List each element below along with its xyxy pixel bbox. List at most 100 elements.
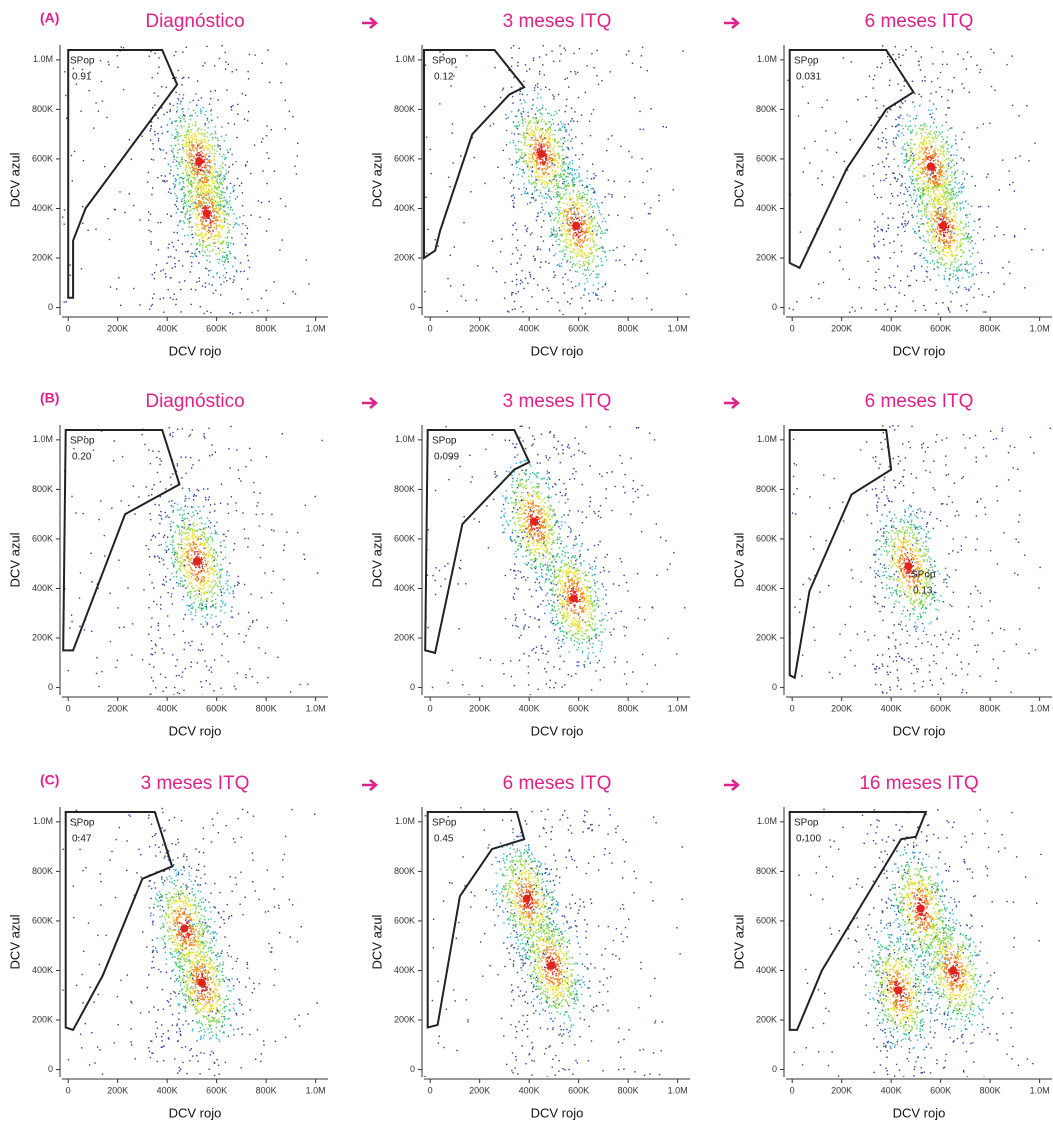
event-dot bbox=[204, 241, 205, 242]
event-dot bbox=[942, 64, 943, 65]
event-dot bbox=[588, 293, 589, 294]
event-dot bbox=[553, 271, 554, 272]
event-dot bbox=[230, 207, 231, 208]
event-dot bbox=[492, 241, 493, 242]
event-dot bbox=[579, 219, 580, 220]
event-dot bbox=[893, 173, 894, 174]
event-dot bbox=[178, 132, 179, 133]
event-dot bbox=[156, 264, 157, 265]
event-dot bbox=[226, 89, 227, 90]
event-dot bbox=[183, 203, 184, 204]
event-dot bbox=[884, 287, 885, 288]
event-dot bbox=[573, 248, 574, 249]
event-dot bbox=[211, 233, 212, 234]
event-dot bbox=[207, 119, 208, 120]
event-dot bbox=[545, 165, 546, 166]
event-dot bbox=[943, 182, 944, 183]
event-dot bbox=[262, 138, 263, 139]
event-dot bbox=[579, 194, 580, 195]
event-dot bbox=[945, 245, 946, 246]
event-dot bbox=[924, 176, 925, 177]
event-dot bbox=[608, 138, 609, 139]
event-dot bbox=[901, 251, 902, 252]
event-dot bbox=[584, 187, 585, 188]
event-dot bbox=[222, 226, 223, 227]
event-dot bbox=[567, 220, 568, 221]
event-dot bbox=[552, 169, 553, 170]
event-dot bbox=[886, 116, 887, 117]
event-dot bbox=[179, 149, 180, 150]
event-dot bbox=[569, 134, 570, 135]
event-dot bbox=[963, 58, 964, 59]
event-dot bbox=[587, 232, 588, 233]
event-dot bbox=[529, 121, 530, 122]
event-dot bbox=[961, 139, 962, 140]
event-dot bbox=[931, 217, 932, 218]
event-dot bbox=[187, 174, 188, 175]
event-dot bbox=[526, 130, 527, 131]
event-dot bbox=[584, 253, 585, 254]
event-dot bbox=[939, 176, 940, 177]
event-dot bbox=[554, 153, 555, 154]
event-dot bbox=[929, 196, 930, 197]
event-dot bbox=[940, 133, 941, 134]
event-dot bbox=[553, 114, 554, 115]
event-dot bbox=[175, 184, 176, 185]
event-dot bbox=[528, 156, 529, 157]
event-dot bbox=[193, 178, 194, 179]
event-dot bbox=[873, 243, 874, 244]
event-dot bbox=[581, 244, 582, 245]
event-dot bbox=[154, 105, 155, 106]
event-dot bbox=[186, 131, 187, 132]
event-dot bbox=[814, 141, 815, 142]
event-dot bbox=[569, 220, 570, 221]
event-dot bbox=[895, 287, 896, 288]
event-dot bbox=[843, 269, 844, 270]
event-dot bbox=[102, 101, 103, 102]
event-dot bbox=[916, 149, 917, 150]
event-dot bbox=[947, 285, 948, 286]
event-dot bbox=[461, 295, 462, 296]
event-dot bbox=[168, 191, 169, 192]
event-dot bbox=[526, 160, 527, 161]
event-dot bbox=[952, 276, 953, 277]
event-dot bbox=[213, 249, 214, 250]
event-dot bbox=[214, 192, 215, 193]
event-dot bbox=[191, 304, 192, 305]
event-dot bbox=[582, 185, 583, 186]
event-dot bbox=[961, 269, 962, 270]
event-dot bbox=[175, 77, 176, 78]
event-dot bbox=[167, 124, 168, 125]
event-dot bbox=[549, 135, 550, 136]
event-dot bbox=[930, 220, 931, 221]
event-dot bbox=[550, 236, 551, 237]
event-dot bbox=[516, 229, 517, 230]
event-dot bbox=[513, 140, 514, 141]
event-dot bbox=[195, 93, 196, 94]
event-dot bbox=[174, 138, 175, 139]
event-dot bbox=[945, 202, 946, 203]
event-dot bbox=[225, 61, 226, 62]
event-dot bbox=[204, 130, 205, 131]
event-dot bbox=[179, 183, 180, 184]
event-dot bbox=[546, 141, 547, 142]
event-dot bbox=[516, 274, 517, 275]
event-dot bbox=[884, 244, 885, 245]
event-dot bbox=[589, 214, 590, 215]
event-dot bbox=[201, 197, 202, 198]
event-dot bbox=[569, 228, 570, 229]
event-dot bbox=[532, 105, 533, 106]
event-dot bbox=[547, 162, 548, 163]
event-dot bbox=[914, 232, 915, 233]
event-dot bbox=[530, 161, 531, 162]
event-dot bbox=[593, 67, 594, 68]
event-dot bbox=[539, 148, 540, 149]
event-dot bbox=[921, 151, 922, 152]
event-dot bbox=[551, 162, 552, 163]
event-dot bbox=[908, 170, 909, 171]
event-dot bbox=[232, 164, 233, 165]
event-dot bbox=[66, 118, 67, 119]
event-dot bbox=[532, 99, 533, 100]
event-dot bbox=[957, 183, 958, 184]
event-dot bbox=[1012, 105, 1013, 106]
